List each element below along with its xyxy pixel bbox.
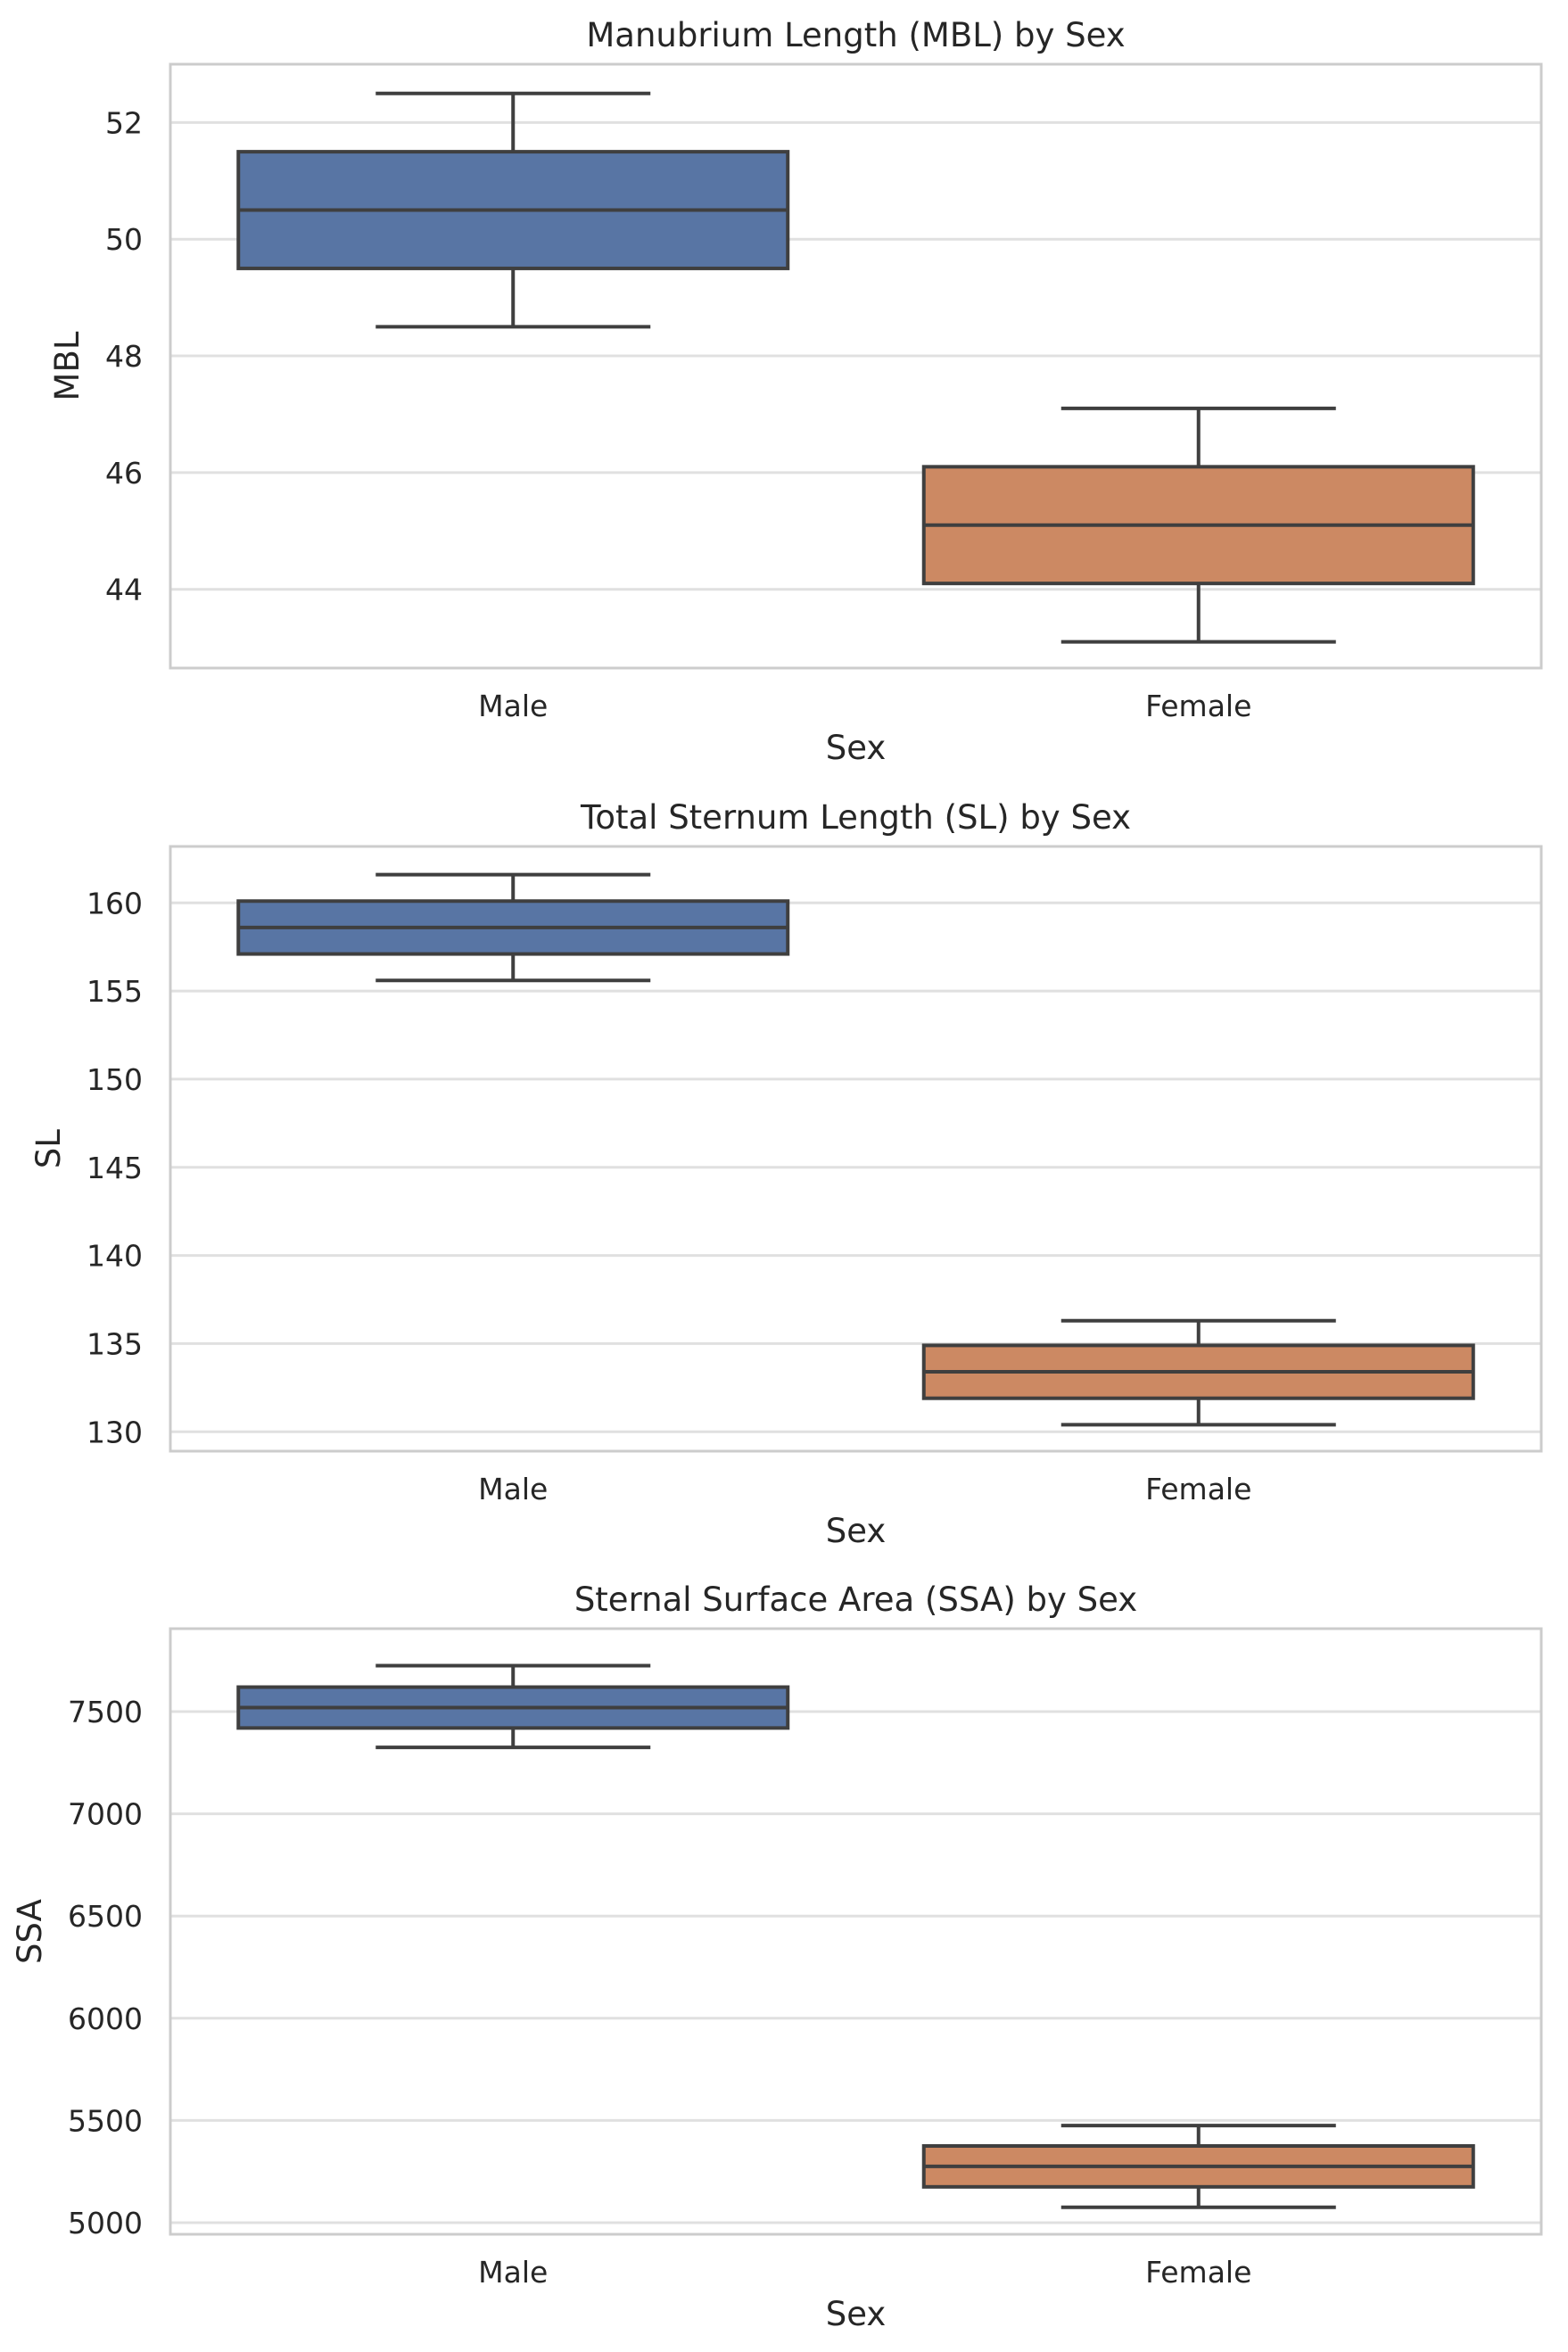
box-male [236,1663,790,1750]
y-tick-label: 7000 [68,1797,143,1832]
y-tick-label: 145 [87,1151,143,1185]
y-tick-label: 46 [105,456,143,491]
chart-title: Sternal Surface Area (SSA) by Sex [574,1580,1137,1619]
box-female [921,2124,1475,2209]
x-axis-label: Sex [826,729,887,767]
y-tick-label: 52 [105,105,143,140]
y-tick-label: 50 [105,222,143,257]
y-tick-label: 150 [87,1062,143,1097]
x-axis-label: Sex [826,1512,887,1550]
y-tick-label: 140 [87,1239,143,1274]
box-male [236,872,790,983]
y-tick-label: 44 [105,573,143,607]
y-tick-label: 5000 [68,2206,143,2241]
y-tick-label: 130 [87,1415,143,1449]
box-female [921,1318,1475,1427]
y-axis-label: SL [29,1129,68,1168]
subplot-3: 5000 5500 6000 6500 7000 7500 Male Female Sex SSA… [11,1580,1543,2333]
x-tick-label: Male [478,689,548,723]
x-tick-label: Female [1145,689,1251,723]
subplot-2: 130 135 140 145 150 155 160 Male Female Sex SL Tota… [29,798,1543,1550]
chart-title: Manubrium Length (MBL) by Sex [586,16,1125,54]
plot-frame [169,62,1543,670]
y-tick-label: 7500 [68,1695,143,1729]
y-tick-label: 155 [87,974,143,1009]
subplot-1: 44 46 48 50 52 Male Female Sex MBL Manubrium Leng… [48,16,1543,767]
x-tick-label: Male [478,1472,548,1506]
y-tick-label: 5500 [68,2103,143,2138]
y-axis-label: SSA [11,1899,49,1964]
y-axis-label: MBL [48,331,87,400]
y-tick-label: 48 [105,339,143,374]
y-tick-label: 135 [87,1326,143,1361]
x-tick-label: Male [478,2255,548,2290]
x-tick-label: Female [1145,1472,1251,1506]
y-tick-label: 160 [87,886,143,920]
y-tick-label: 6000 [68,2001,143,2036]
box-female [921,406,1475,644]
plot-frame [169,845,1543,1453]
x-axis-label: Sex [826,2295,887,2333]
x-tick-label: Female [1145,2255,1251,2290]
box-male [236,91,790,329]
chart-title: Total Sternum Length (SL) by Sex [580,798,1131,837]
y-tick-label: 6500 [68,1899,143,1934]
plot-frame [169,1627,1543,2236]
